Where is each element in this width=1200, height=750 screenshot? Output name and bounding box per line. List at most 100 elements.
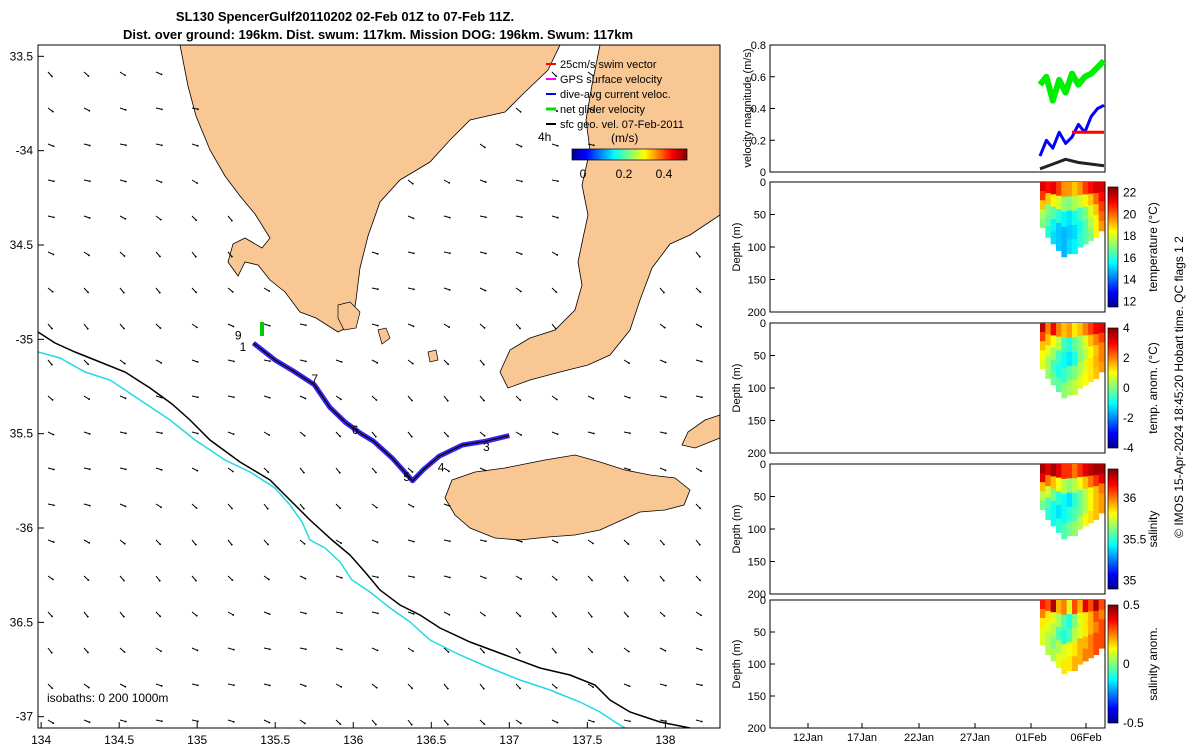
velocity-arrow-head: [483, 651, 485, 654]
velocity-arrow: [155, 647, 162, 652]
velocity-arrow-head: [123, 579, 125, 582]
legend-item: GPS surface velocity: [546, 74, 663, 86]
y-tick-label: 100: [748, 242, 766, 254]
velocity-arrow: [587, 575, 593, 581]
heatmap-cell: [1050, 488, 1057, 502]
velocity-arrow-head: [663, 543, 665, 546]
velocity-arrow-head: [411, 687, 414, 690]
velocity-arrow: [263, 359, 270, 362]
heatmap-cell: [1066, 506, 1073, 522]
colorbar-tick-label: 36: [1123, 491, 1137, 505]
velocity-arrow-head: [268, 648, 271, 651]
velocity-arrow-head: [520, 540, 523, 543]
velocity-arrow: [47, 107, 54, 112]
velocity-arrow-head: [194, 543, 197, 546]
velocity-arrow-head: [663, 291, 665, 294]
heatmap-cell: [1050, 624, 1057, 638]
velocity-arrow: [155, 359, 162, 364]
svg-text:(m/s): (m/s): [611, 131, 638, 145]
velocity-arrow-head: [230, 543, 233, 546]
heatmap-cell: [1082, 194, 1089, 208]
velocity-arrow: [119, 359, 126, 365]
legend-item: sfc geo. vel. 07-Feb-2011: [546, 119, 684, 131]
heatmap-cell: [1056, 600, 1062, 614]
velocity-arrow-head: [50, 327, 53, 330]
velocity-arrow-head: [88, 721, 91, 724]
velocity-arrow: [695, 719, 702, 723]
heatmap-cell: [1040, 359, 1046, 370]
velocity-arrow-head: [626, 579, 629, 582]
velocity-arrow: [47, 179, 54, 182]
velocity-arrow-head: [268, 360, 271, 363]
heatmap-cell: [1066, 380, 1073, 396]
heatmap-cell: [1045, 486, 1052, 498]
velocity-arrow-head: [519, 290, 522, 293]
velocity-arrow: [659, 575, 665, 581]
velocity-arrow-head: [519, 327, 521, 330]
velocity-arrow: [443, 719, 449, 725]
velocity-arrow-head: [159, 218, 162, 221]
heatmap-cell: [1056, 377, 1062, 392]
velocity-arrow-head: [556, 216, 559, 219]
heatmap-cell: [1056, 653, 1062, 668]
velocity-arrow-head: [520, 253, 523, 256]
heatmap-cell: [1077, 208, 1084, 222]
depth-ylabel: Depth (m): [731, 640, 743, 689]
heatmap-cell: [1082, 231, 1089, 245]
heatmap-cell: [1098, 503, 1105, 514]
velocity-arrow: [443, 287, 450, 291]
velocity-arrow: [587, 143, 594, 146]
heatmap-cell: [1061, 226, 1068, 243]
heatmap-cell: [1066, 210, 1073, 226]
velocity-arrow: [443, 467, 450, 472]
velocity-arrow-head: [520, 180, 523, 183]
heatmap-cell: [1098, 201, 1105, 212]
velocity-arrow: [263, 611, 270, 615]
heatmap-cell: [1093, 464, 1100, 476]
velocity-arrow-head: [304, 577, 307, 580]
velocity-arrow-head: [124, 397, 127, 400]
velocity-arrow-head: [266, 507, 269, 510]
heatmap-cell: [1045, 497, 1052, 509]
heatmap-cell: [1066, 224, 1073, 240]
velocity-arrow: [263, 647, 270, 650]
y-tick-label: 150: [748, 416, 766, 428]
velocity-arrow-head: [410, 723, 413, 726]
velocity-arrow: [47, 611, 53, 617]
y-tick-label: 0: [760, 167, 766, 179]
heatmap-cell: [1093, 632, 1100, 645]
y-tick-label: -37: [16, 710, 34, 724]
panel-frame: [769, 599, 1106, 729]
velocity-arrow-head: [124, 74, 126, 77]
velocity-arrow-head: [700, 684, 703, 687]
velocity-arrow: [191, 431, 198, 435]
heatmap-cell: [1045, 193, 1052, 205]
velocity-arrow: [695, 395, 702, 398]
velocity-arrow-head: [448, 216, 451, 219]
velocity-arrow-head: [592, 109, 595, 112]
heatmap-cell: [1098, 191, 1105, 203]
velocity-arrow-head: [663, 326, 666, 329]
velocity-arrow: [227, 467, 234, 472]
velocity-arrow: [407, 215, 414, 219]
heatmap-cell: [1056, 626, 1062, 641]
velocity-arrow-head: [410, 435, 413, 438]
velocity-arrow-head: [628, 468, 631, 471]
heatmap-cell: [1056, 518, 1062, 533]
velocity-arrow: [371, 395, 377, 401]
velocity-arrow: [479, 539, 486, 542]
heatmap-cell: [1088, 369, 1094, 383]
velocity-arrow: [227, 683, 234, 686]
velocity-arrow: [659, 287, 665, 293]
velocity-arrow: [191, 215, 197, 221]
heatmap-cell: [1061, 352, 1068, 369]
velocity-arrow-head: [196, 684, 199, 687]
heatmap-cell: [1082, 347, 1089, 361]
colorbar-label: salinity anom.: [1146, 627, 1160, 700]
velocity-arrow: [695, 287, 701, 293]
velocity-arrow: [659, 719, 666, 722]
colorbar-tick-label: 0: [1123, 381, 1130, 395]
heatmap-cell: [1066, 642, 1073, 657]
velocity-arrow: [119, 71, 126, 76]
velocity-arrow: [443, 611, 450, 616]
